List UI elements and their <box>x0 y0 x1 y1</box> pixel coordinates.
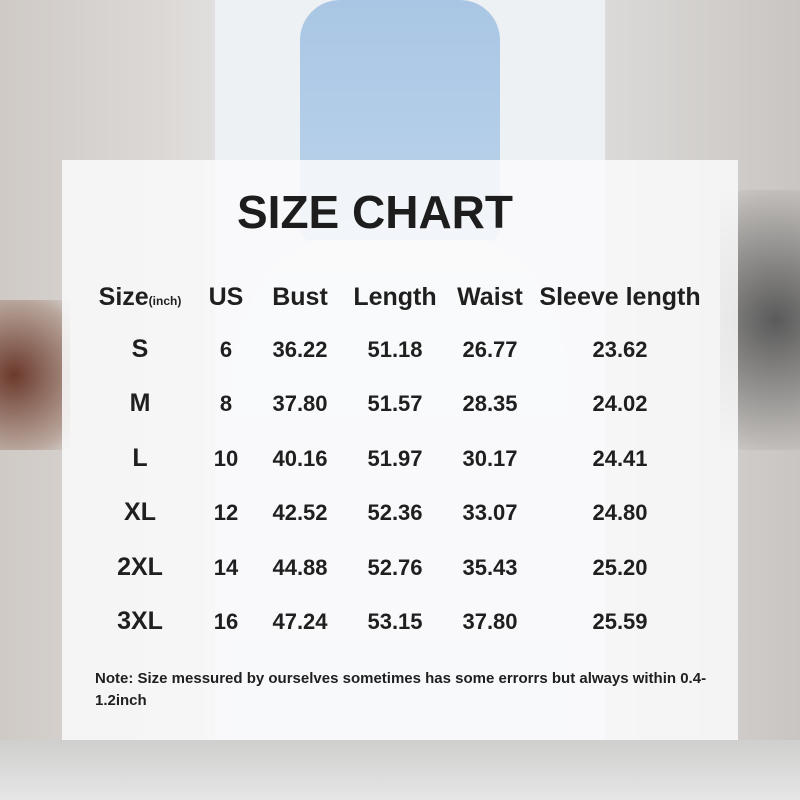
header-label: Length <box>353 283 437 311</box>
size-note: Note: Size messured by ourselves sometim… <box>95 670 707 709</box>
cell-length: 51.97 <box>367 445 423 471</box>
cell-size: M <box>129 389 151 418</box>
header-label: Bust <box>272 283 328 311</box>
header-label: Waist <box>457 283 523 311</box>
cell-bust: 37.80 <box>272 391 328 417</box>
cell-length: 53.15 <box>367 609 423 634</box>
header-label: US <box>208 283 244 311</box>
cell-size: L <box>132 443 148 472</box>
cell-sleeve-length: 24.02 <box>592 391 648 417</box>
cell-us: 8 <box>219 391 233 417</box>
cell-size: 3XL <box>117 607 163 635</box>
header-bust: Bust <box>272 283 328 312</box>
unit-label: (inch) <box>148 294 182 308</box>
cell-sleeve-length: 24.80 <box>592 500 648 526</box>
cell-size: XL <box>124 498 156 527</box>
cell-waist: 30.17 <box>462 445 518 471</box>
cell-us: 6 <box>219 337 233 362</box>
floor <box>0 740 800 800</box>
chart-title: SIZE CHART <box>237 186 513 238</box>
cell-length: 51.57 <box>367 391 423 417</box>
cell-waist: 28.35 <box>462 391 518 417</box>
header-size: Size(inch) <box>99 283 182 312</box>
cell-waist: 26.77 <box>462 337 518 362</box>
cell-us: 14 <box>213 554 239 580</box>
header-sleeve-length: Sleeve length <box>539 283 700 312</box>
cell-sleeve-length: 24.41 <box>592 445 648 471</box>
background-object <box>0 300 70 450</box>
header-length: Length <box>353 283 436 312</box>
cell-bust: 42.52 <box>272 500 328 526</box>
header-label: Sleeve length <box>539 283 701 311</box>
cell-length: 51.18 <box>367 337 423 362</box>
cell-us: 10 <box>213 445 239 471</box>
cell-us: 16 <box>213 609 239 634</box>
cell-sleeve-length: 25.59 <box>592 609 648 634</box>
cell-bust: 40.16 <box>272 445 328 471</box>
cell-waist: 35.43 <box>462 554 518 580</box>
header-waist: Waist <box>457 283 523 312</box>
cell-bust: 36.22 <box>272 337 328 362</box>
cell-sleeve-length: 23.62 <box>592 337 648 362</box>
size-chart-panel <box>62 160 738 740</box>
cell-bust: 44.88 <box>272 554 328 580</box>
header-label: Size <box>98 283 149 311</box>
cell-bust: 47.24 <box>272 609 328 634</box>
cell-sleeve-length: 25.20 <box>592 554 648 580</box>
header-us: US <box>209 283 244 312</box>
cell-waist: 37.80 <box>462 609 518 634</box>
cell-length: 52.76 <box>367 554 423 580</box>
cell-size: 2XL <box>117 552 163 581</box>
cell-us: 12 <box>213 500 239 526</box>
cell-waist: 33.07 <box>462 500 518 526</box>
cell-size: S <box>131 335 149 363</box>
cell-length: 52.36 <box>367 500 423 526</box>
